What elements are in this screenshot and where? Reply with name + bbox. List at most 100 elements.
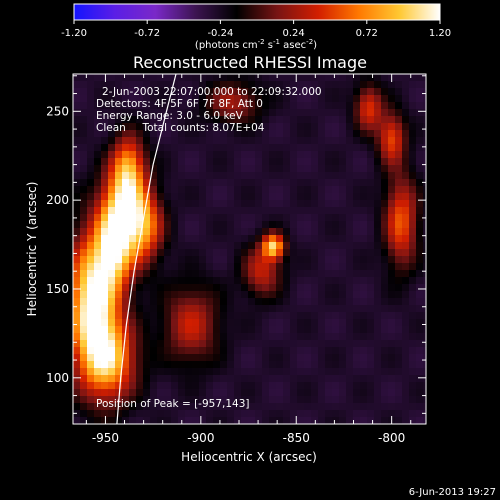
heatmap-cell [213, 333, 221, 341]
heatmap-cell [346, 95, 354, 103]
heatmap-cell [360, 410, 368, 418]
heatmap-cell [87, 130, 95, 138]
heatmap-cell [101, 116, 109, 124]
heatmap-cell [325, 193, 333, 201]
heatmap-cell [276, 158, 284, 166]
heatmap-cell [136, 109, 144, 117]
heatmap-cell [80, 382, 88, 390]
heatmap-cell [143, 270, 151, 278]
heatmap-cell [402, 242, 410, 250]
heatmap-cell [234, 361, 242, 369]
heatmap-cell [374, 312, 382, 320]
heatmap-cell [367, 109, 375, 117]
heatmap-cell [423, 81, 426, 89]
heatmap-cell [87, 347, 95, 355]
heatmap-cell [136, 137, 144, 145]
heatmap-cell [374, 151, 382, 159]
heatmap-cell [94, 298, 102, 306]
heatmap-cell [332, 263, 340, 271]
heatmap-cell [80, 375, 88, 383]
heatmap-cell [213, 102, 221, 110]
heatmap-cell [234, 417, 242, 424]
heatmap-cell [318, 95, 326, 103]
heatmap-cell [80, 130, 88, 138]
heatmap-cell [220, 165, 228, 173]
heatmap-cell [388, 284, 396, 292]
heatmap-cell [339, 172, 347, 180]
heatmap-cell [136, 172, 144, 180]
heatmap-cell [269, 179, 277, 187]
heatmap-cell [157, 137, 165, 145]
heatmap-cell [157, 375, 165, 383]
heatmap-cell [353, 235, 361, 243]
heatmap-cell [353, 382, 361, 390]
heatmap-cell [157, 193, 165, 201]
heatmap-cell [325, 277, 333, 285]
heatmap-cell [416, 221, 424, 229]
heatmap-cell [157, 228, 165, 236]
heatmap-cell [73, 81, 81, 89]
heatmap-cell [304, 242, 312, 250]
heatmap-cell [290, 214, 298, 222]
heatmap-cell [241, 235, 249, 243]
heatmap-cell [388, 333, 396, 341]
heatmap-cell [318, 242, 326, 250]
heatmap-cell [402, 81, 410, 89]
heatmap-cell [269, 144, 277, 152]
heatmap-cell [129, 417, 137, 424]
heatmap-cell [206, 200, 214, 208]
heatmap-cell [374, 116, 382, 124]
heatmap-cell [73, 235, 81, 243]
heatmap-cell [367, 270, 375, 278]
heatmap-cell [304, 263, 312, 271]
heatmap-cell [262, 354, 270, 362]
heatmap-cell [80, 263, 88, 271]
heatmap-cell [360, 382, 368, 390]
heatmap-cell [374, 95, 382, 103]
heatmap-cell [304, 74, 312, 82]
heatmap-cell [206, 88, 214, 96]
heatmap-cell [248, 326, 256, 334]
heatmap-cell [269, 102, 277, 110]
heatmap-cell [150, 81, 158, 89]
heatmap-cell [276, 123, 284, 131]
heatmap-cell [283, 186, 291, 194]
heatmap-cell [136, 375, 144, 383]
heatmap-cell [395, 137, 403, 145]
heatmap-cell [206, 228, 214, 236]
heatmap-cell [416, 165, 424, 173]
heatmap-cell [248, 298, 256, 306]
heatmap-cell [353, 186, 361, 194]
heatmap-cell [143, 368, 151, 376]
heatmap-cell [360, 347, 368, 355]
heatmap-cell [115, 242, 123, 250]
heatmap-cell [388, 130, 396, 138]
heatmap-cell [416, 123, 424, 131]
heatmap-cell [213, 277, 221, 285]
heatmap-cell [164, 319, 172, 327]
heatmap-cell [150, 256, 158, 264]
heatmap-cell [332, 410, 340, 418]
heatmap-cell [381, 396, 389, 404]
heatmap-cell [122, 403, 130, 411]
heatmap-cell [227, 179, 235, 187]
heatmap-cell [94, 396, 102, 404]
heatmap-cell [416, 347, 424, 355]
heatmap-cell [220, 417, 228, 424]
heatmap-cell [248, 333, 256, 341]
heatmap-cell [346, 221, 354, 229]
heatmap-cell [220, 151, 228, 159]
heatmap-cell [241, 144, 249, 152]
heatmap-cell [129, 389, 137, 397]
heatmap-cell [115, 354, 123, 362]
heatmap-cell [402, 116, 410, 124]
heatmap-cell [290, 186, 298, 194]
heatmap-cell [129, 81, 137, 89]
heatmap-cell [388, 326, 396, 334]
heatmap-cell [234, 347, 242, 355]
heatmap-cell [311, 74, 319, 82]
heatmap-cell [129, 109, 137, 117]
heatmap-cell [409, 179, 417, 187]
heatmap-cell [353, 172, 361, 180]
heatmap-cell [241, 95, 249, 103]
